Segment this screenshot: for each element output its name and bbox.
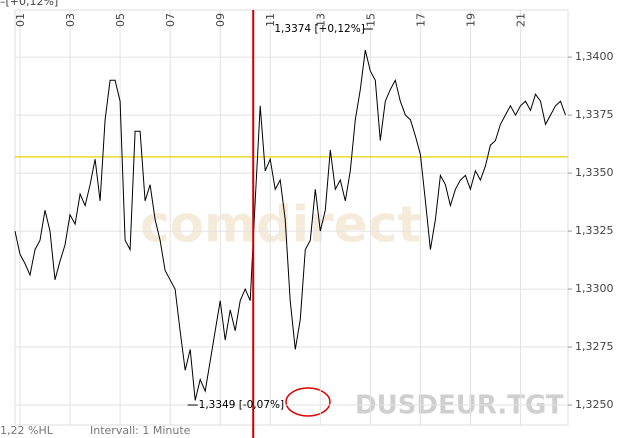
plot-frame: [14, 9, 569, 426]
price-line: [14, 49, 566, 401]
x-tick-label: 05: [114, 13, 127, 27]
annotation: 1,3374 [+0,12%]: [274, 23, 364, 35]
x-tick-label: 09: [214, 13, 227, 27]
x-tick-label: 01: [14, 13, 27, 27]
x-tick-label: 07: [164, 13, 177, 27]
y-tick-label: 1,3250: [575, 398, 614, 411]
corner-label: –[+0,12%]: [0, 0, 58, 8]
x-tick-label: 03: [64, 13, 77, 27]
y-tick-label: 1,3375: [575, 108, 614, 121]
y-tick-label: 1,3275: [575, 340, 614, 353]
x-tick-label: 21: [514, 13, 527, 27]
x-tick-label: 17: [414, 13, 427, 27]
highlight-ellipse: [285, 387, 331, 417]
footer-hl: 1,22 %HL: [0, 424, 54, 437]
y-tick-label: 1,3350: [575, 166, 614, 179]
x-tick-label: 15: [364, 13, 377, 27]
y-tick-label: 1,3325: [575, 224, 614, 237]
x-tick-label: 11: [264, 13, 277, 27]
x-tick-label: 19: [464, 13, 477, 27]
watermark: comdirect: [140, 196, 421, 254]
y-tick-label: 1,3400: [575, 50, 614, 63]
x-tick-label: 13: [314, 13, 327, 27]
footer-interval: Intervall: 1 Minute: [90, 424, 191, 437]
annotation: 1,3349 [-0,07%]: [199, 399, 284, 411]
y-tick-label: 1,3300: [575, 282, 614, 295]
